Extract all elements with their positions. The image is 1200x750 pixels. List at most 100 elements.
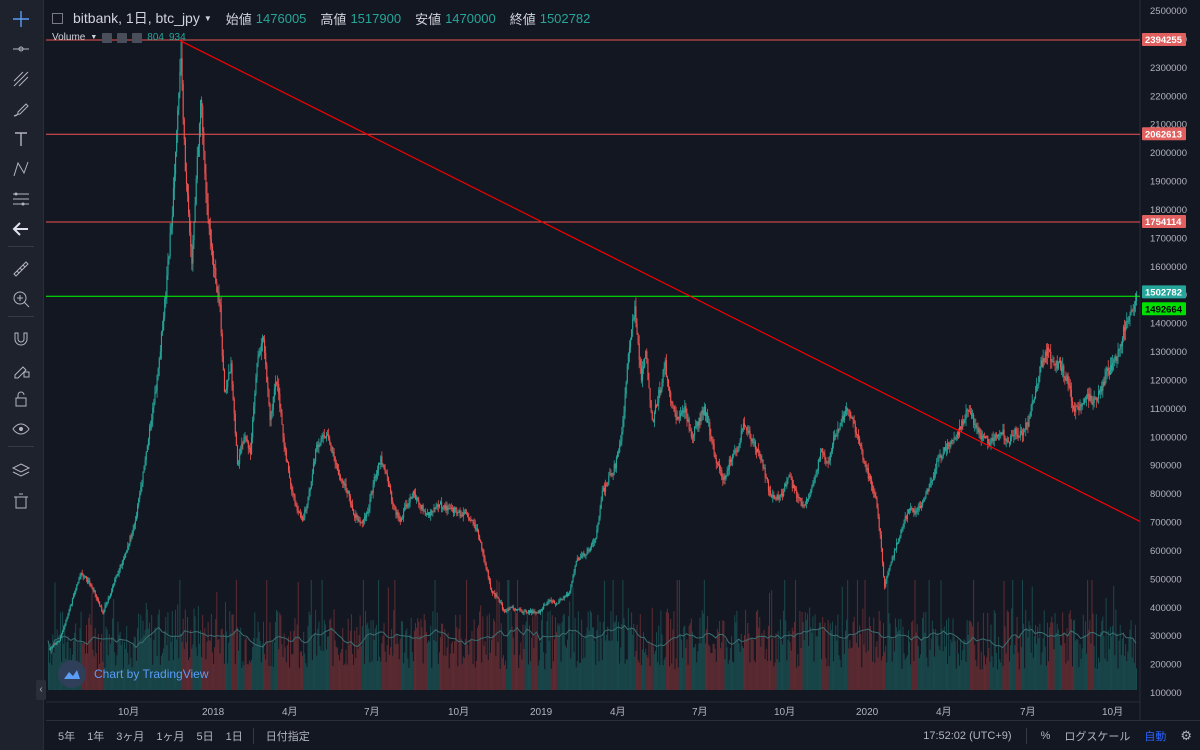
volume-bar (359, 615, 361, 690)
settings-icon[interactable] (102, 32, 113, 43)
volume-bar (330, 618, 332, 690)
candle-body (205, 173, 207, 194)
volume-bar (1097, 657, 1099, 690)
candle-body (660, 388, 662, 394)
ruler-icon[interactable] (6, 256, 36, 282)
range-1d[interactable]: 1日 (225, 730, 243, 743)
candle-body (279, 393, 281, 408)
text-icon[interactable] (6, 126, 36, 152)
time-tick-label: 2018 (202, 707, 225, 718)
volume-bar (745, 609, 747, 690)
candle-body (924, 497, 926, 500)
candle-body (815, 471, 817, 475)
zoom-icon[interactable] (6, 286, 36, 312)
eye-icon[interactable] (6, 416, 36, 442)
volume-bar (879, 620, 881, 690)
chart-area[interactable]: 2500000240000023000002200000210000020000… (46, 0, 1200, 750)
range-1m[interactable]: 1ヶ月 (156, 730, 185, 743)
lock-icon[interactable] (6, 386, 36, 412)
candle-body (498, 598, 500, 603)
volume-bar (201, 657, 203, 690)
candle-body (741, 428, 743, 431)
gear-icon[interactable]: ⚙ (1180, 728, 1192, 743)
candle-body (972, 414, 974, 416)
price-chart[interactable]: 2500000240000023000002200000210000020000… (46, 0, 1200, 720)
candle-body (751, 438, 753, 442)
trend-line-icon[interactable] (6, 66, 36, 92)
range-3m[interactable]: 3ヶ月 (116, 730, 145, 743)
tradingview-watermark[interactable]: Chart by TradingView (58, 660, 209, 688)
candle-body (143, 465, 145, 473)
goto-date-button[interactable]: 日付指定 (265, 730, 310, 743)
candle-body (409, 496, 411, 503)
candle-body (75, 589, 77, 593)
candle-body (1124, 327, 1126, 332)
eye-icon[interactable] (117, 32, 128, 43)
pattern-icon[interactable] (6, 156, 36, 182)
volume-bar (146, 609, 148, 690)
volume-bar (310, 580, 312, 690)
candle-body (569, 590, 571, 593)
candle-body (491, 587, 493, 592)
candle-body (849, 410, 851, 418)
volume-bar (409, 634, 411, 690)
crosshair-icon[interactable] (6, 6, 36, 32)
range-5y[interactable]: 5年 (58, 730, 76, 743)
price-tick-label: 700000 (1150, 518, 1182, 529)
candle-body (105, 604, 107, 606)
volume-name[interactable]: Volume (52, 32, 86, 43)
volume-bar (856, 580, 858, 690)
range-1y[interactable]: 1年 (87, 730, 105, 743)
lock-drawing-icon[interactable] (6, 356, 36, 382)
minimize-icon[interactable] (52, 12, 63, 24)
volume-bar (286, 645, 288, 690)
candle-body (453, 507, 455, 513)
volume-bar (512, 637, 514, 690)
fib-icon[interactable] (6, 186, 36, 212)
volume-bar (120, 644, 122, 690)
clock-time[interactable]: 17:52:02 (UTC+9) (923, 730, 1012, 742)
volume-bar (919, 654, 921, 690)
auto-scale-toggle[interactable]: 自動 (1144, 731, 1167, 743)
candle-body (319, 443, 321, 446)
candle-body (246, 439, 248, 442)
candle-body (844, 411, 847, 415)
volume-bar (150, 637, 152, 690)
volume-bar (701, 610, 703, 690)
chevron-down-icon[interactable]: ▼ (90, 34, 98, 41)
chevron-down-icon[interactable]: ▼ (203, 13, 212, 23)
symbol-name[interactable]: bitbank, 1日, btc_jpy (73, 10, 200, 26)
candle-body (678, 417, 680, 419)
layers-icon[interactable] (6, 458, 36, 484)
volume-bar (1069, 610, 1071, 690)
volume-bar (612, 580, 614, 690)
candle-body (727, 469, 729, 471)
candle-body (189, 213, 191, 233)
horizontal-line-icon[interactable] (6, 36, 36, 62)
candle-body (1132, 310, 1134, 312)
percent-toggle[interactable]: % (1040, 730, 1051, 742)
volume-bar (536, 615, 538, 690)
volume-bar (685, 647, 687, 690)
candle-body (963, 419, 965, 425)
magnet-icon[interactable] (6, 326, 36, 352)
volume-bar (542, 613, 544, 690)
volume-bar (535, 634, 537, 690)
volume-bar (168, 660, 170, 690)
brush-icon[interactable] (6, 96, 36, 122)
candle-body (909, 509, 911, 511)
log-scale-toggle[interactable]: ログスケール (1064, 731, 1131, 743)
arrow-left-icon[interactable] (6, 216, 36, 242)
candle-body (511, 606, 513, 608)
volume-bar (104, 667, 106, 690)
volume-bar (766, 661, 768, 690)
volume-bar (872, 661, 874, 690)
range-5d[interactable]: 5日 (196, 730, 214, 743)
candle-body (627, 354, 629, 365)
volume-bar (491, 639, 493, 690)
volume-bar (1042, 638, 1044, 690)
volume-bar (902, 626, 904, 690)
close-icon[interactable] (132, 32, 143, 43)
collapse-toolbar-button[interactable]: ‹ (36, 680, 46, 700)
trash-icon[interactable] (6, 488, 36, 514)
